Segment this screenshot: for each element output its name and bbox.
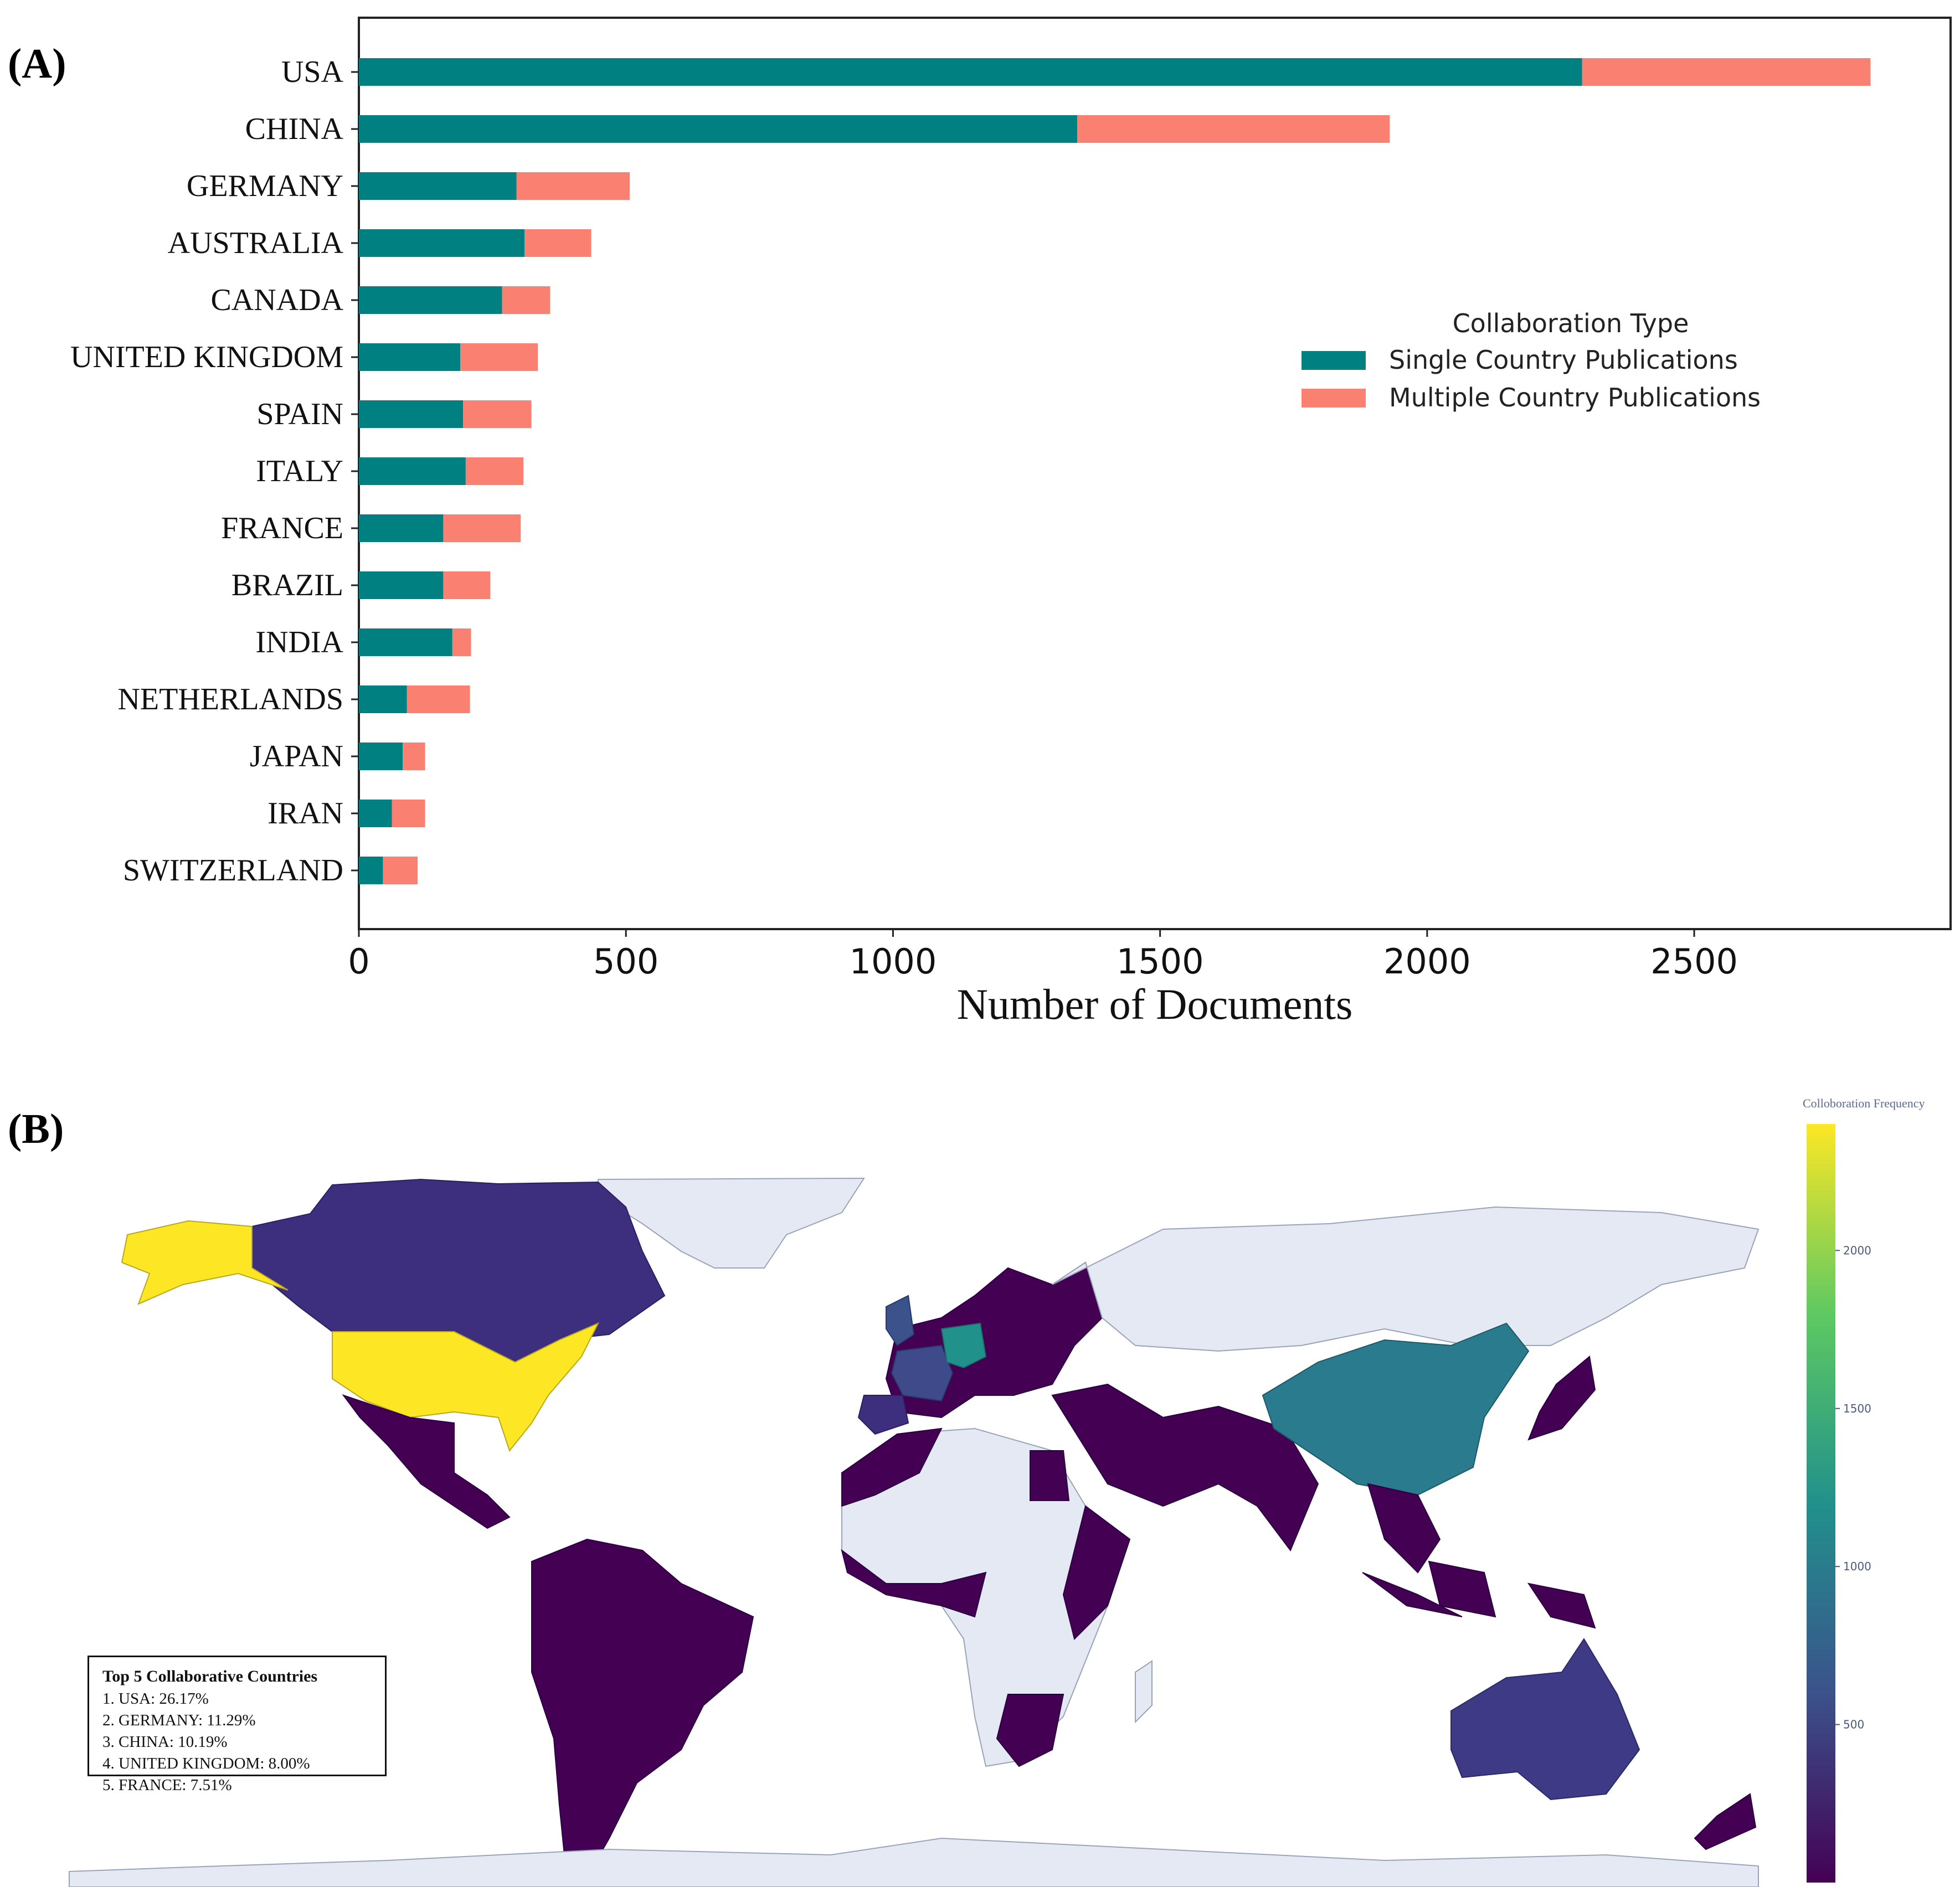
top5-item-5: 5. FRANCE: 7.51%	[102, 1776, 232, 1794]
world-map: Colloboration Frequency 500 1000 1500 2000	[69, 1096, 1925, 1887]
panel-a-label: (A)	[8, 40, 66, 87]
bar-switzerland-multiple	[383, 857, 418, 884]
bar-china-single	[359, 115, 1078, 143]
antarctica-region	[69, 1837, 1759, 1887]
bar-canada-multiple	[502, 286, 551, 314]
x-tick-label: 1500	[1117, 941, 1204, 982]
new-zealand-region	[1694, 1793, 1757, 1850]
middle-east-region	[1051, 1383, 1319, 1551]
y-tick-label: ITALY	[256, 454, 343, 488]
top5-item-1: 1. USA: 26.17%	[102, 1690, 209, 1708]
legend-label-multiple: Multiple Country Publications	[1389, 383, 1761, 413]
bar-india-single	[359, 628, 452, 656]
bar-brazil-multiple	[443, 571, 491, 599]
y-tick-label: GERMANY	[187, 169, 343, 203]
alaska-region	[121, 1220, 289, 1305]
bar-chart: USA CHINA GERMANY AUSTRALIA CANADA UNITED KIN…	[70, 17, 1952, 1028]
colorbar-tick-label: 1000	[1843, 1560, 1871, 1573]
canada-region	[251, 1178, 666, 1363]
x-tick-label: 500	[593, 941, 659, 982]
y-tick-label: USA	[281, 55, 344, 89]
southeast-asia-region	[1362, 1483, 1596, 1629]
bar-iran-single	[359, 800, 392, 827]
legend: Collaboration Type Single Country Public…	[1301, 308, 1761, 413]
x-tick-label: 0	[348, 941, 369, 982]
bar-italy-multiple	[465, 457, 524, 485]
france-region	[891, 1344, 954, 1402]
south-america-region	[531, 1538, 754, 1878]
legend-title: Collaboration Type	[1453, 308, 1689, 338]
east-africa-region	[1062, 1505, 1131, 1640]
legend-label-single: Single Country Publications	[1389, 345, 1738, 375]
y-tick-label: NETHERLANDS	[117, 682, 343, 716]
north-africa-region	[841, 1427, 1070, 1507]
bar-germany-multiple	[516, 172, 630, 200]
top5-item-4: 4. UNITED KINGDOM: 8.00%	[102, 1755, 310, 1772]
bar-india-multiple	[452, 628, 471, 656]
bar-italy-single	[359, 457, 466, 485]
panel-b-label: (B)	[8, 1106, 64, 1152]
top5-title: Top 5 Collaborative Countries	[102, 1667, 318, 1685]
y-tick-label: JAPAN	[250, 739, 343, 774]
bar-france-single	[359, 514, 444, 542]
top5-legend-box: Top 5 Collaborative Countries 1. USA: 26…	[88, 1656, 387, 1794]
x-tick-label: 1000	[850, 941, 937, 982]
colorbar-title: Colloboration Frequency	[1803, 1096, 1925, 1110]
bar-japan-single	[359, 743, 403, 770]
bar-usa-single	[359, 58, 1582, 86]
bar-germany-single	[359, 172, 517, 200]
colorbar-tick-label: 2000	[1843, 1244, 1871, 1257]
russia-region	[1052, 1206, 1760, 1352]
spain-region	[857, 1395, 909, 1435]
bar-iran-multiple	[392, 800, 425, 827]
bar-usa-multiple	[1582, 58, 1871, 86]
y-tick-label: SWITZERLAND	[123, 853, 343, 888]
colorbar-tick-label: 500	[1843, 1718, 1864, 1731]
y-tick-label: CHINA	[245, 112, 344, 146]
plot-frame	[358, 17, 1952, 930]
y-tick-label: BRAZIL	[232, 568, 343, 602]
bar-switzerland-single	[359, 857, 383, 884]
x-tick-label: 2000	[1383, 941, 1471, 982]
west-africa-region	[841, 1549, 987, 1618]
bar-france-multiple	[443, 514, 521, 542]
colorbar-tick-label: 1500	[1843, 1402, 1871, 1415]
bar-canada-single	[359, 286, 502, 314]
x-axis-title: Number of Documents	[957, 980, 1353, 1028]
bar-australia-single	[359, 229, 524, 257]
legend-swatch-single	[1301, 351, 1366, 370]
bar-china-multiple	[1077, 115, 1390, 143]
y-tick-label: FRANCE	[221, 511, 343, 545]
top5-item-3: 3. CHINA: 10.19%	[102, 1733, 228, 1751]
germany-region	[940, 1322, 987, 1369]
top5-item-2: 2. GERMANY: 11.29%	[102, 1711, 256, 1729]
x-tick-label: 2500	[1650, 941, 1738, 982]
bar-netherlands-multiple	[407, 685, 470, 713]
y-tick-label: CANADA	[210, 283, 343, 317]
bar-brazil-single	[359, 571, 444, 599]
madagascar-region	[1135, 1660, 1153, 1724]
legend-swatch-multiple	[1301, 389, 1366, 408]
australia-region	[1450, 1638, 1640, 1801]
japan-region	[1527, 1355, 1596, 1441]
y-tick-label: IRAN	[267, 796, 343, 831]
uk-region	[886, 1295, 915, 1347]
bar-australia-multiple	[524, 229, 591, 257]
bar-spain-multiple	[463, 400, 532, 428]
bar-japan-multiple	[403, 743, 425, 770]
y-tick-label: UNITED KINGDOM	[70, 340, 343, 374]
china-region	[1262, 1322, 1530, 1496]
bar-united-kingdom-multiple	[460, 343, 538, 371]
bar-netherlands-single	[359, 685, 407, 713]
bar-united-kingdom-single	[359, 343, 461, 371]
usa-region	[332, 1322, 600, 1452]
bar-spain-single	[359, 400, 464, 428]
south-africa-region	[996, 1694, 1064, 1767]
y-tick-label: INDIA	[255, 625, 343, 659]
mexico-region	[342, 1394, 511, 1529]
colorbar	[1807, 1124, 1835, 1883]
y-tick-label: SPAIN	[256, 397, 343, 431]
y-tick-label: AUSTRALIA	[168, 226, 344, 260]
